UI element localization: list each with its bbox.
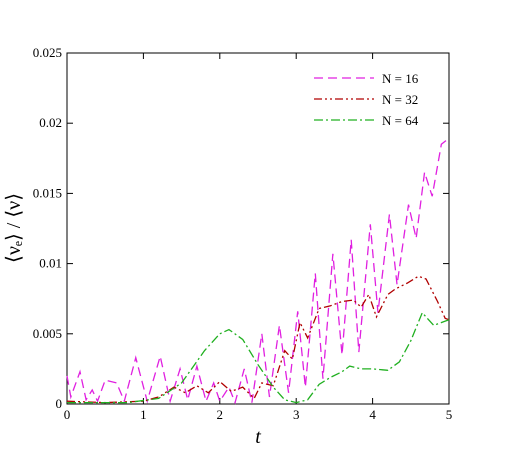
legend-label: N = 64 [382, 113, 419, 128]
line [67, 311, 450, 404]
legend-label: N = 16 [382, 71, 419, 86]
x-tick-label: 0 [64, 407, 71, 422]
y-tick-label: 0 [56, 396, 63, 411]
x-tick-label: 4 [369, 407, 376, 422]
y-tick-label: 0.02 [39, 115, 62, 130]
x-tick-label: 2 [217, 407, 224, 422]
x-tick-label: 3 [293, 407, 300, 422]
x-tick-label: 1 [140, 407, 147, 422]
x-axis-title: t [255, 426, 261, 448]
x-tick-label: 5 [446, 407, 453, 422]
y-tick-label: 0.015 [33, 185, 62, 200]
line [66, 139, 450, 405]
y-tick-label: 0.025 [33, 45, 62, 60]
line [66, 275, 450, 404]
plot-frame [66, 52, 450, 405]
legend-label: N = 32 [382, 92, 418, 107]
y-tick-label: 0.005 [33, 326, 62, 341]
y-tick-label: 0.01 [39, 256, 62, 271]
y-axis-title: ⟨νₑ⟩ / ⟨ν⟩ [3, 193, 25, 263]
